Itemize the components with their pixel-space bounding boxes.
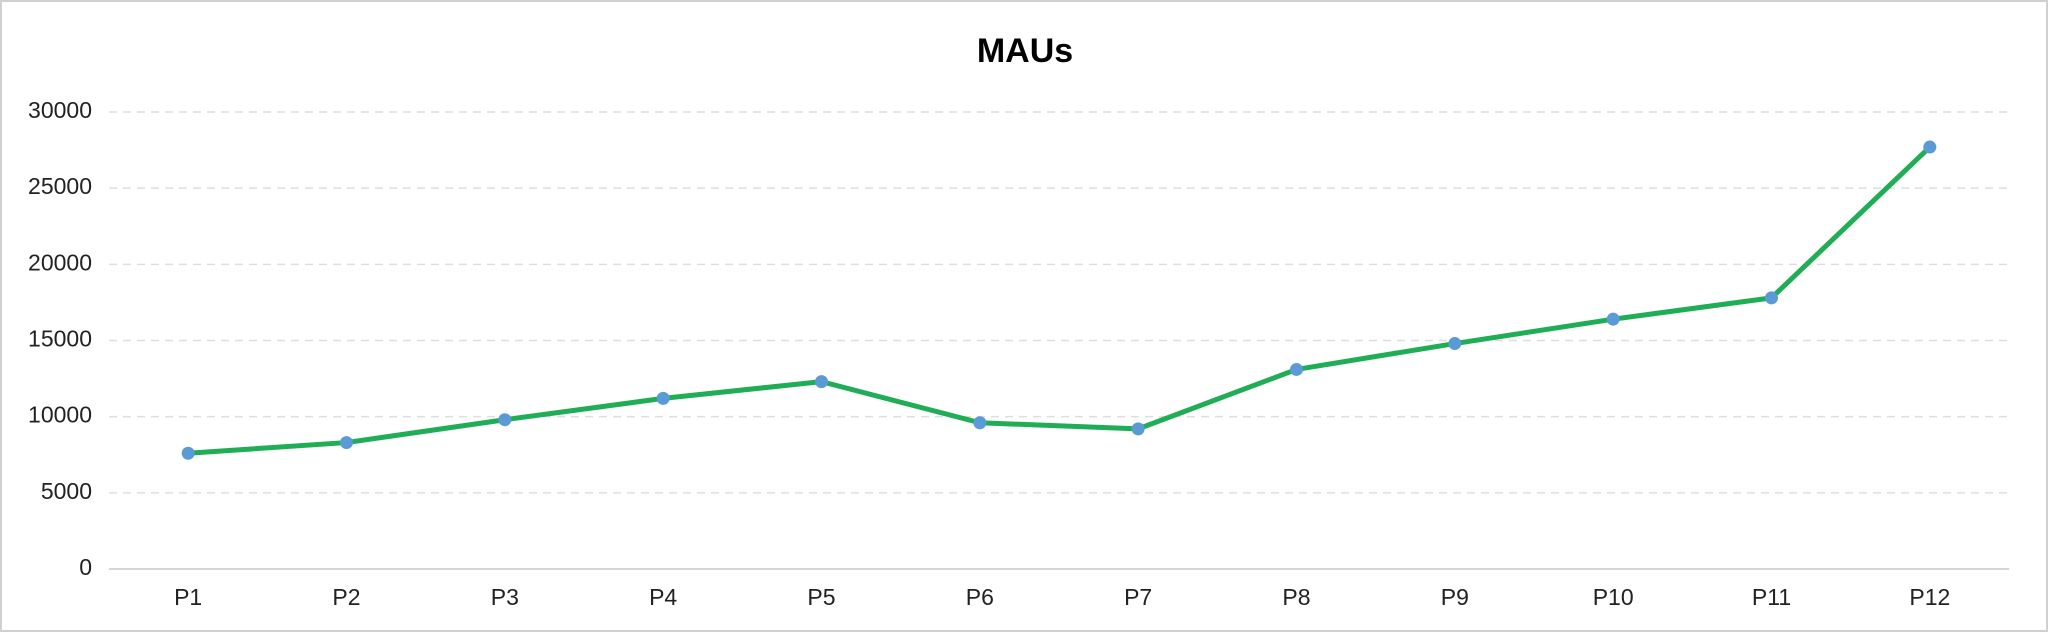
point: [973, 416, 987, 430]
point: [815, 375, 828, 389]
x-tick-label: P4: [649, 584, 677, 610]
x-tick-label: P11: [1752, 584, 1791, 610]
y-tick-label: 5000: [41, 478, 92, 504]
y-tick-label: 15000: [28, 326, 92, 352]
x-tick-label: P3: [491, 584, 519, 610]
point: [1606, 312, 1620, 326]
y-tick-label: 10000: [28, 402, 92, 428]
y-tick-label: 20000: [28, 249, 92, 275]
line: [187, 145, 1932, 456]
point: [1448, 337, 1462, 351]
x-tick-label: P9: [1441, 584, 1469, 610]
point: [1131, 422, 1145, 436]
x-tick-label: P2: [332, 584, 360, 610]
point: [1923, 140, 1937, 154]
y-tick-label: 25000: [28, 173, 92, 199]
point: [498, 413, 512, 427]
y-tick-label: 30000: [28, 97, 92, 123]
point: [340, 436, 353, 450]
x-tick-label: P1: [174, 584, 202, 610]
x-tick-label: P12: [1909, 584, 1950, 610]
x-tick-label: P6: [966, 584, 994, 610]
point: [656, 391, 670, 405]
x-tick-label: P10: [1593, 584, 1634, 610]
x-tick-label: P7: [1124, 584, 1152, 610]
x-tick-label: P5: [807, 584, 835, 610]
point: [1765, 291, 1778, 305]
point: [181, 446, 195, 460]
x-tick-label: P8: [1282, 584, 1310, 610]
point: [1290, 362, 1303, 376]
chart-title: MAUs: [977, 32, 1073, 70]
y-tick-label: 0: [79, 554, 92, 580]
